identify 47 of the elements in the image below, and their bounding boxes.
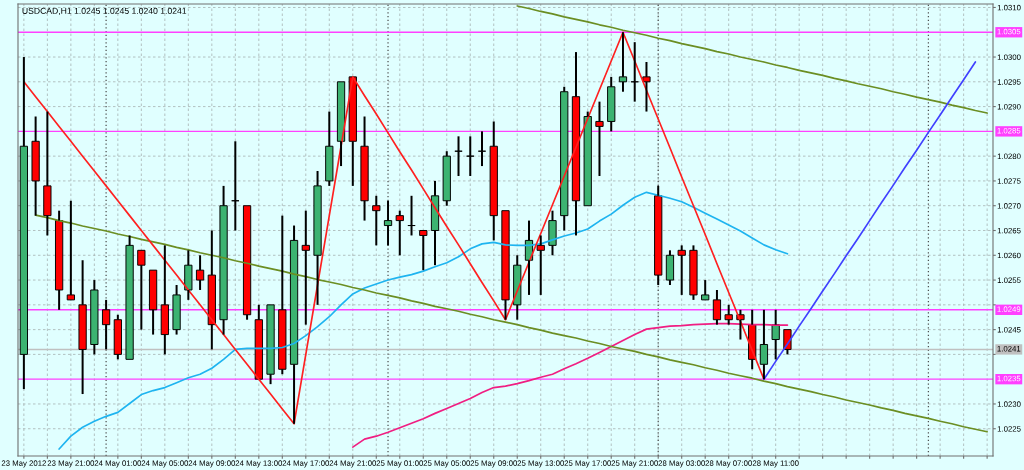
candlestick [689, 244, 698, 301]
candlestick [513, 254, 522, 321]
candlestick [442, 150, 451, 207]
candlestick [54, 209, 64, 311]
candlestick [78, 259, 87, 396]
candlestick [642, 60, 651, 113]
candlestick [395, 209, 404, 257]
candlestick [372, 194, 381, 247]
candlestick [207, 229, 216, 351]
candlestick [548, 209, 557, 257]
candlestick [595, 100, 604, 177]
chart-title: USDCAD,H1 1.0245 1.0245 1.0240 1.0241 [22, 7, 187, 15]
candlestick [560, 85, 569, 232]
candlestick [301, 209, 310, 326]
candlestick [489, 120, 498, 242]
line-series [23, 31, 765, 425]
line-series [763, 61, 977, 381]
candlestick [184, 249, 193, 301]
candlestick [90, 279, 99, 356]
candlestick [618, 31, 628, 93]
line-series [58, 191, 789, 450]
line-series [516, 5, 988, 114]
candlestick [571, 51, 581, 237]
candlestick [31, 115, 40, 217]
candlestick [712, 288, 722, 326]
candlestick [172, 284, 181, 336]
candlestick [677, 244, 686, 296]
line-series [351, 322, 789, 448]
candlestick [771, 308, 780, 361]
candlestick [289, 224, 299, 425]
candlestick [665, 249, 675, 287]
candlestick [607, 75, 616, 133]
candlestick [654, 184, 663, 287]
candlestick [113, 313, 122, 361]
candlestick [325, 110, 334, 187]
candlestick [43, 110, 52, 237]
candlestick [360, 115, 369, 222]
candlestick [313, 170, 322, 306]
candlestick [536, 234, 545, 296]
candlestick [101, 298, 111, 351]
candlestick [195, 254, 205, 291]
candlestick [759, 308, 769, 381]
candlestick [160, 244, 169, 356]
candlestick [383, 199, 393, 247]
candlestick [219, 184, 228, 336]
candlestick [724, 303, 733, 326]
line-series [34, 214, 988, 433]
